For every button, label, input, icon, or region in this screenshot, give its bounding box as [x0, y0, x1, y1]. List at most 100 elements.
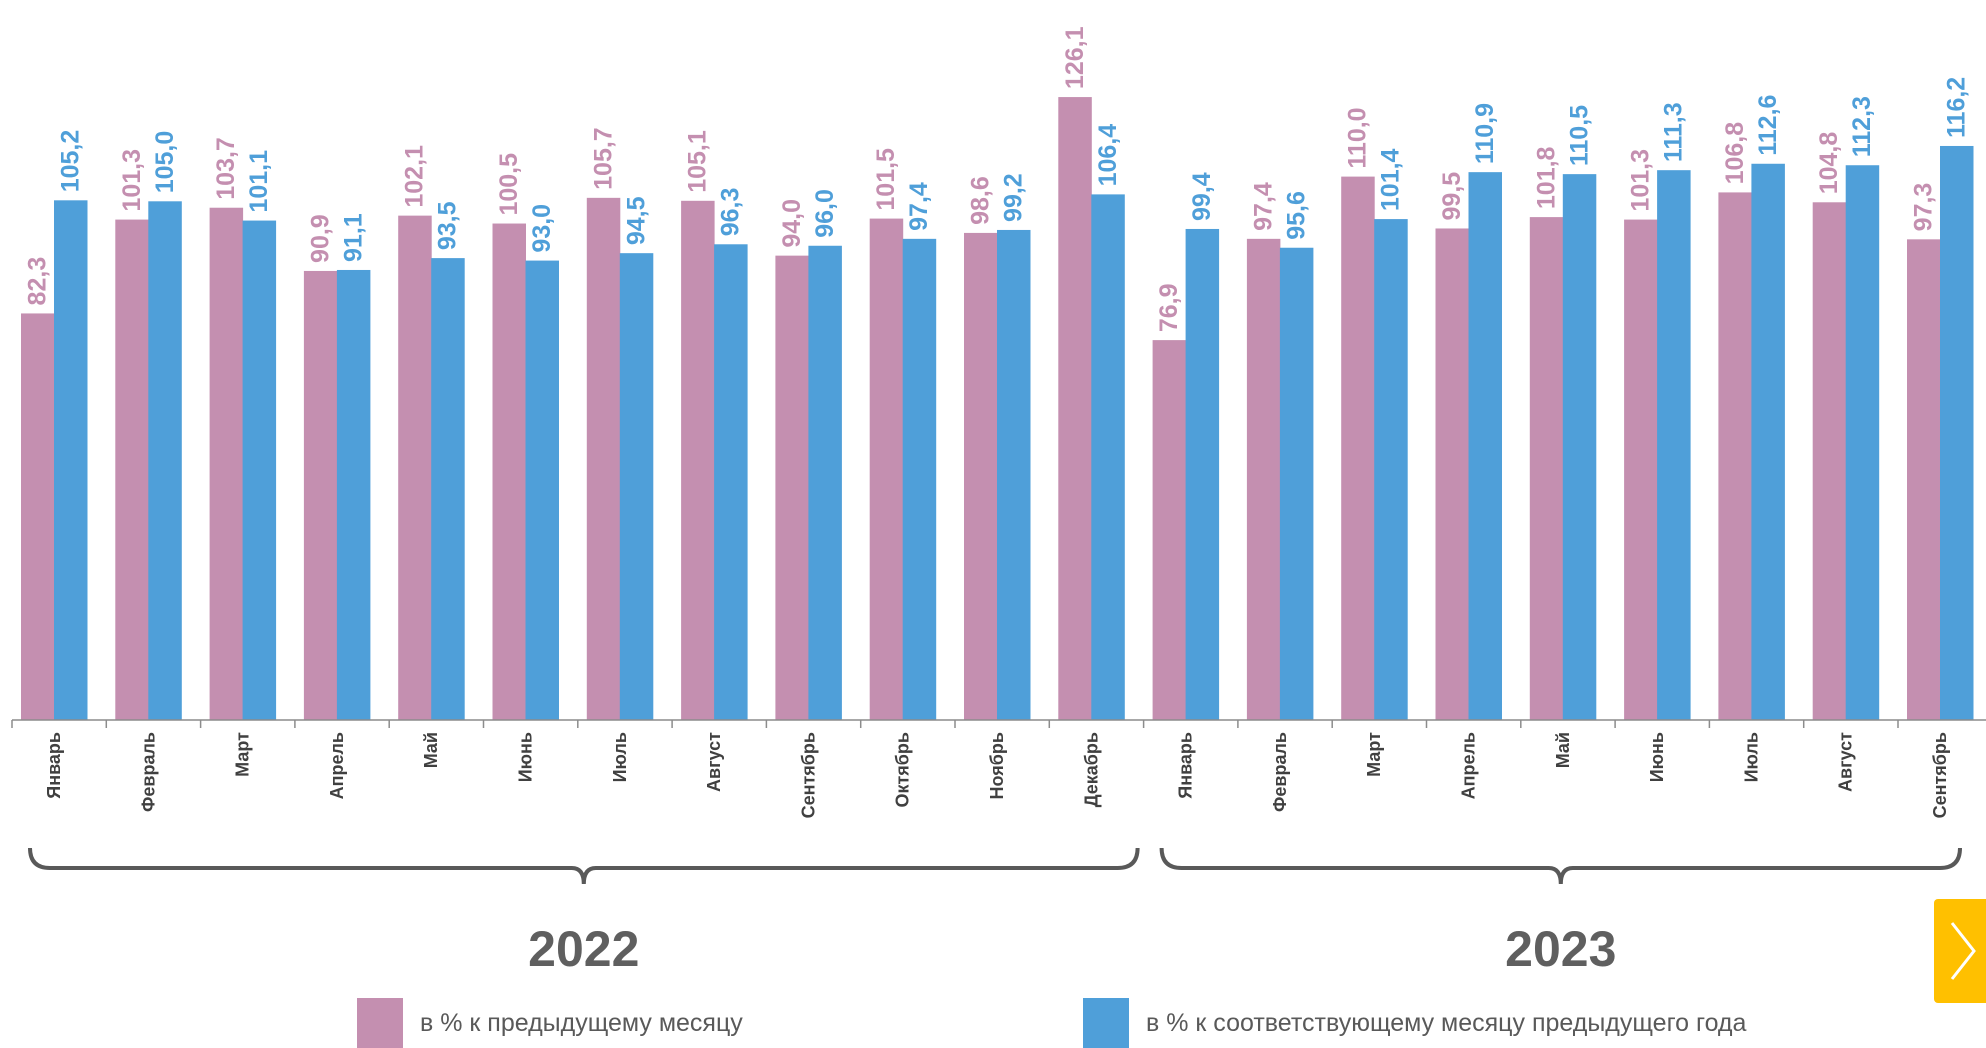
value-label-yoy-14: 101,4	[1377, 148, 1405, 211]
year-label-2023: 2023	[1505, 921, 1616, 977]
bar-mom-4	[398, 215, 432, 720]
legend-label-month-over-month: в % к предыдущему месяцу	[420, 1009, 743, 1037]
value-label-yoy-0: 105,2	[57, 130, 85, 193]
month-label-6: Июль	[610, 732, 630, 782]
value-label-mom-13: 97,4	[1249, 182, 1277, 231]
value-label-mom-20: 97,3	[1910, 183, 1938, 232]
bar-yoy-20	[1940, 145, 1974, 721]
value-label-mom-16: 101,8	[1532, 146, 1560, 209]
value-label-yoy-18: 112,6	[1754, 95, 1782, 156]
month-label-2: Март	[233, 732, 253, 777]
month-label-19: Август	[1836, 732, 1856, 792]
value-label-yoy-5: 93,0	[528, 204, 556, 253]
bar-mom-11	[1058, 97, 1092, 721]
bar-yoy-5	[525, 260, 559, 720]
month-label-14: Март	[1364, 732, 1384, 777]
bar-mom-20	[1907, 239, 1941, 720]
bar-yoy-3	[336, 269, 371, 720]
value-label-mom-19: 104,8	[1815, 132, 1843, 195]
bar-mom-19	[1812, 202, 1847, 721]
value-label-mom-6: 105,7	[589, 127, 617, 190]
bar-mom-6	[586, 197, 621, 721]
bar-yoy-7	[714, 244, 748, 720]
bar-mom-16	[1529, 217, 1564, 720]
bar-yoy-18	[1751, 163, 1785, 721]
month-label-1: Февраль	[138, 732, 158, 812]
month-label-18: Июль	[1741, 732, 1761, 782]
value-label-mom-7: 105,1	[684, 130, 712, 193]
value-label-yoy-6: 94,5	[622, 196, 650, 245]
x-axis	[11, 719, 1986, 728]
value-label-yoy-4: 93,5	[434, 201, 462, 250]
month-label-17: Июнь	[1647, 732, 1667, 782]
value-label-yoy-12: 99,4	[1188, 172, 1216, 221]
month-label-5: Июнь	[516, 732, 536, 782]
month-labels-layer: Январь Февраль Март Апрель Май Июнь Июль Август…	[44, 732, 1950, 819]
bar-yoy-2	[242, 220, 277, 721]
value-label-mom-0: 82,3	[24, 257, 52, 306]
bar-mom-17	[1624, 219, 1658, 720]
bar-yoy-6	[619, 253, 654, 721]
bar-yoy-19	[1845, 165, 1880, 720]
bar-mom-12	[1152, 340, 1187, 720]
value-label-mom-1: 101,3	[118, 149, 146, 212]
year-brace-2023	[1159, 847, 1962, 885]
bar-mom-10	[964, 232, 998, 720]
bar-mom-18	[1718, 192, 1752, 720]
value-label-yoy-20: 116,2	[1943, 77, 1971, 138]
month-label-4: Май	[421, 732, 441, 768]
bar-mom-0	[21, 313, 55, 720]
bar-mom-8	[775, 255, 809, 720]
value-label-yoy-3: 91,1	[339, 213, 367, 262]
value-label-mom-18: 106,8	[1721, 122, 1749, 185]
value-label-yoy-13: 95,6	[1282, 191, 1310, 240]
bars-layer	[21, 97, 1974, 721]
month-label-7: Август	[704, 732, 724, 792]
value-label-mom-11: 126,1	[1061, 26, 1089, 89]
bar-yoy-1	[148, 201, 182, 721]
next-slide-button[interactable]	[1934, 899, 1986, 1003]
bar-mom-5	[492, 223, 526, 720]
bar-yoy-12	[1185, 228, 1220, 721]
bar-yoy-4	[431, 258, 465, 720]
value-label-yoy-1: 105,0	[151, 131, 179, 194]
bar-yoy-14	[1374, 219, 1408, 721]
legend-swatch-year-over-year	[1083, 998, 1129, 1048]
month-label-20: Сентябрь	[1930, 732, 1950, 818]
value-label-mom-9: 101,5	[872, 148, 900, 211]
value-label-yoy-2: 101,1	[245, 150, 273, 213]
value-label-mom-4: 102,1	[401, 145, 429, 208]
bar-mom-1	[115, 219, 149, 720]
month-label-9: Октябрь	[893, 732, 913, 808]
year-braces	[28, 847, 1962, 885]
bar-yoy-8	[808, 245, 842, 720]
value-label-yoy-15: 110,9	[1471, 103, 1499, 164]
bar-mom-14	[1341, 176, 1375, 721]
chevron-right-icon	[1950, 922, 1976, 980]
month-label-13: Февраль	[1270, 732, 1290, 812]
bar-mom-9	[869, 218, 904, 720]
value-label-yoy-9: 97,4	[905, 182, 933, 231]
bar-mom-7	[681, 200, 715, 720]
bar-yoy-13	[1279, 247, 1314, 720]
value-label-mom-17: 101,3	[1627, 149, 1655, 212]
month-label-15: Апрель	[1459, 732, 1479, 799]
legend-swatch-month-over-month	[357, 998, 403, 1048]
bar-yoy-16	[1562, 174, 1597, 720]
bar-yoy-0	[54, 200, 88, 720]
bar-yoy-17	[1657, 170, 1691, 721]
value-label-yoy-11: 106,4	[1094, 124, 1122, 187]
value-label-mom-3: 90,9	[306, 214, 334, 263]
bar-yoy-9	[902, 238, 937, 720]
month-label-3: Апрель	[327, 732, 347, 799]
month-label-11: Декабрь	[1081, 732, 1101, 807]
value-label-yoy-8: 96,0	[811, 189, 839, 238]
month-label-8: Сентябрь	[798, 732, 818, 818]
legend-label-year-over-year: в % к соответствующему месяцу предыдущег…	[1146, 1009, 1747, 1037]
value-label-mom-2: 103,7	[212, 137, 240, 200]
value-label-yoy-17: 111,3	[1660, 102, 1688, 162]
year-label-2022: 2022	[528, 921, 639, 977]
bar-mom-13	[1246, 238, 1281, 720]
